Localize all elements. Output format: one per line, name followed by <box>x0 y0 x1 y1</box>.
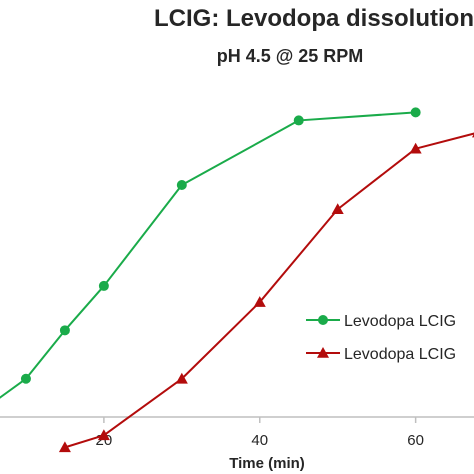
data-point <box>98 280 109 291</box>
data-point <box>20 373 31 384</box>
data-point <box>331 203 344 215</box>
data-point <box>59 325 70 336</box>
legend-item: Levodopa LCIG <box>306 313 456 330</box>
chart-subtitle: pH 4.5 @ 25 RPM <box>217 46 364 66</box>
data-point <box>410 107 421 118</box>
legend-item: Levodopa LCIG <box>306 346 456 363</box>
data-point <box>318 315 328 325</box>
chart-title: LCIG: Levodopa dissolution <box>154 5 474 32</box>
data-point <box>175 372 188 384</box>
x-axis-title: Time (min) <box>229 455 305 472</box>
x-tick-label: 60 <box>407 432 424 449</box>
series-line <box>64 132 474 449</box>
data-point <box>317 347 329 358</box>
x-tick-label: 40 <box>251 432 268 449</box>
data-point <box>253 296 266 307</box>
series-2 <box>58 132 474 453</box>
series-layer <box>0 107 474 453</box>
data-point <box>409 142 422 154</box>
series-1 <box>0 107 421 399</box>
data-point <box>97 429 110 441</box>
legend-label: Levodopa LCIG <box>344 313 456 330</box>
series-line <box>0 111 416 399</box>
data-point <box>293 115 304 126</box>
data-point <box>58 441 71 453</box>
x-tick-labels: 20 40 60 <box>96 417 424 449</box>
legend: Levodopa LCIG Levodopa LCIG <box>306 313 456 363</box>
data-point <box>176 180 187 191</box>
legend-label: Levodopa LCIG <box>344 346 456 363</box>
